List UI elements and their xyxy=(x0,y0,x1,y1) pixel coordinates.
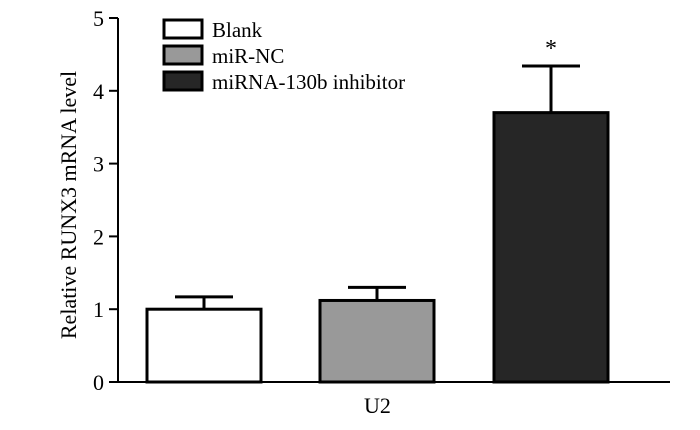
legend-label: miR-NC xyxy=(212,44,284,68)
y-ticks: 0 1 2 3 4 5 xyxy=(93,6,118,395)
bar-mir-nc xyxy=(318,298,436,384)
annotations: * xyxy=(545,36,557,62)
y-tick-label: 0 xyxy=(93,370,104,395)
bar-mirna-130b-inhibitor xyxy=(492,111,610,384)
y-tick-label: 1 xyxy=(93,297,104,322)
y-axis-label: Relative RUNX3 mRNA level xyxy=(56,71,81,339)
y-tick-label: 5 xyxy=(93,6,104,31)
legend-swatch xyxy=(162,44,204,66)
x-category-label: U2 xyxy=(364,393,391,418)
y-tick-label: 2 xyxy=(93,224,104,249)
error-bars xyxy=(175,64,580,310)
bar-blank xyxy=(145,307,263,384)
y-tick-label: 4 xyxy=(93,79,104,104)
significance-marker: * xyxy=(545,36,557,62)
legend-swatch xyxy=(162,70,204,92)
y-tick-label: 3 xyxy=(93,152,104,177)
bars xyxy=(145,111,610,384)
legend-label: miRNA-130b inhibitor xyxy=(212,70,405,94)
legend-label: Blank xyxy=(212,18,263,42)
legend-swatch xyxy=(162,18,204,40)
